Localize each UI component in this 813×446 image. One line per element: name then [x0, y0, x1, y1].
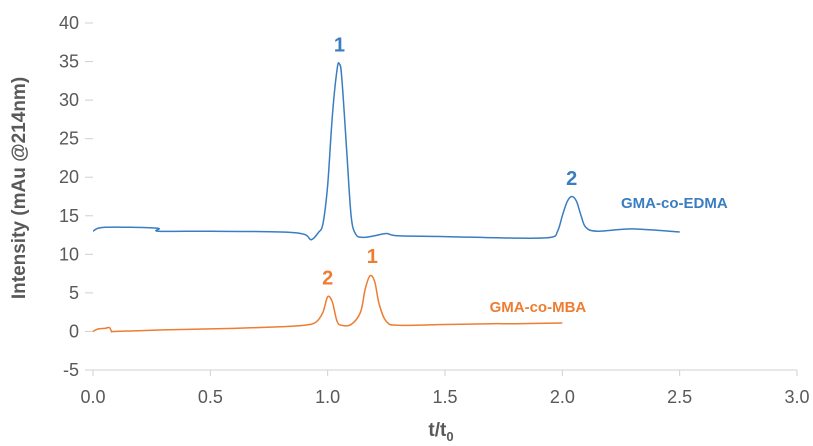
peak-annotations: 1 2 1 2 — [322, 35, 577, 290]
series-label: GMA-co-EDMA — [621, 195, 728, 212]
y-tick-label: -5 — [63, 360, 79, 380]
x-tick-label: 0.5 — [198, 387, 223, 407]
peak-annotation: 1 — [367, 246, 378, 268]
y-tick-label: 0 — [69, 321, 79, 341]
peak-annotation: 1 — [334, 35, 345, 57]
y-tick-label: 10 — [59, 244, 79, 264]
y-tick-label: 35 — [59, 52, 79, 72]
series-lines — [92, 62, 680, 333]
y-axis-title: Intensity (mAu @214nm) — [9, 77, 30, 299]
x-axis-title-main: t/t — [428, 420, 447, 441]
x-tick-label: 3.0 — [784, 387, 809, 407]
series-labels: GMA-co-EDMA GMA-co-MBA — [490, 195, 728, 316]
series-line-0 — [92, 62, 680, 241]
x-tick-label: 0.0 — [80, 387, 105, 407]
x-axis-ticks: 0.0 0.5 1.0 1.5 2.0 2.5 3.0 — [80, 370, 810, 407]
y-tick-label: 40 — [59, 13, 79, 33]
series-label: GMA-co-MBA — [490, 299, 587, 316]
y-tick-label: 25 — [59, 129, 79, 149]
x-tick-label: 2.0 — [550, 387, 575, 407]
x-tick-label: 2.5 — [667, 387, 692, 407]
y-tick-label: 5 — [69, 283, 79, 303]
y-tick-label: 20 — [59, 167, 79, 187]
peak-annotation: 2 — [322, 267, 333, 289]
y-axis-ticks: -5 0 5 10 15 20 25 30 35 40 — [59, 13, 93, 380]
series-line-1 — [92, 274, 563, 333]
y-tick-label: 15 — [59, 206, 79, 226]
peak-annotation: 2 — [566, 168, 577, 190]
x-tick-label: 1.5 — [432, 387, 457, 407]
x-tick-label: 1.0 — [315, 387, 340, 407]
y-tick-label: 30 — [59, 90, 79, 110]
x-axis-title: t/t0 — [428, 420, 453, 444]
x-axis-title-subscript: 0 — [446, 429, 453, 444]
